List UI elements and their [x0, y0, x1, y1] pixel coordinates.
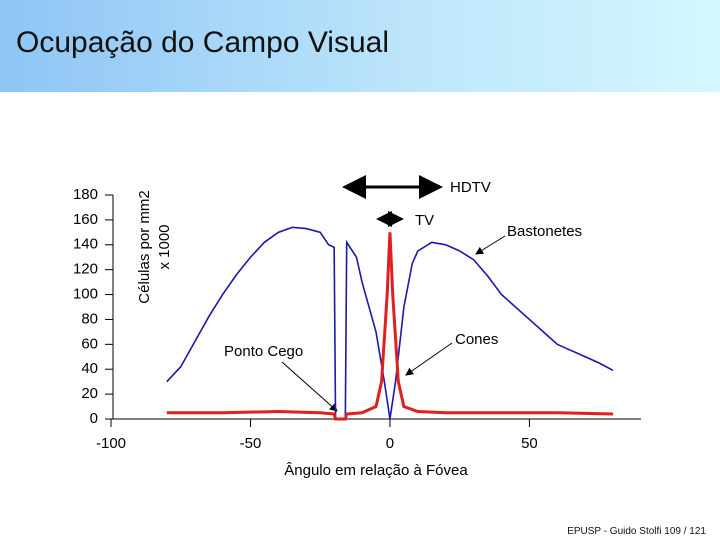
series-line: [166, 226, 614, 420]
pointer: [405, 342, 453, 376]
y-tick-label: 0: [90, 410, 98, 427]
y-tick-label: 80: [81, 310, 98, 327]
series-label: Cones: [455, 331, 498, 348]
y-tick-label: 20: [81, 385, 98, 402]
chart: HDTV TV Ponto Cego Bastonetes Cones Célu…: [73, 175, 641, 479]
y-tick-label: 180: [73, 186, 98, 203]
x-tick-label: -100: [96, 435, 126, 452]
series-label: Bastonetes: [507, 223, 582, 240]
pointer: [475, 235, 506, 255]
y-tick-label: 140: [73, 236, 98, 253]
x-tick-label: -50: [240, 435, 262, 452]
y-axis-label: Células por mm2: [136, 190, 153, 303]
x-axis-label: Ângulo em relação à Fóvea: [284, 462, 468, 479]
annotation: Ponto Cego: [224, 343, 303, 360]
series-line: [166, 232, 614, 421]
y-tick-label: 160: [73, 211, 98, 228]
annotation: HDTV: [450, 179, 491, 196]
y-tick-label: 100: [73, 286, 98, 303]
slide-title: Ocupação do Campo Visual: [16, 26, 390, 59]
x-tick-label: 50: [521, 435, 538, 452]
y-tick-label: 60: [81, 335, 98, 352]
y-tick-label: 40: [81, 360, 98, 377]
header: Ocupação do Campo Visual: [0, 0, 720, 92]
y-axis-label: x 1000: [156, 224, 173, 269]
pointer: [281, 361, 338, 412]
footer: EPUSP - Guido Stolfi 109 / 121: [567, 526, 706, 537]
annotation: TV: [415, 212, 434, 229]
x-tick-label: 0: [386, 435, 394, 452]
y-tick-label: 120: [73, 261, 98, 278]
